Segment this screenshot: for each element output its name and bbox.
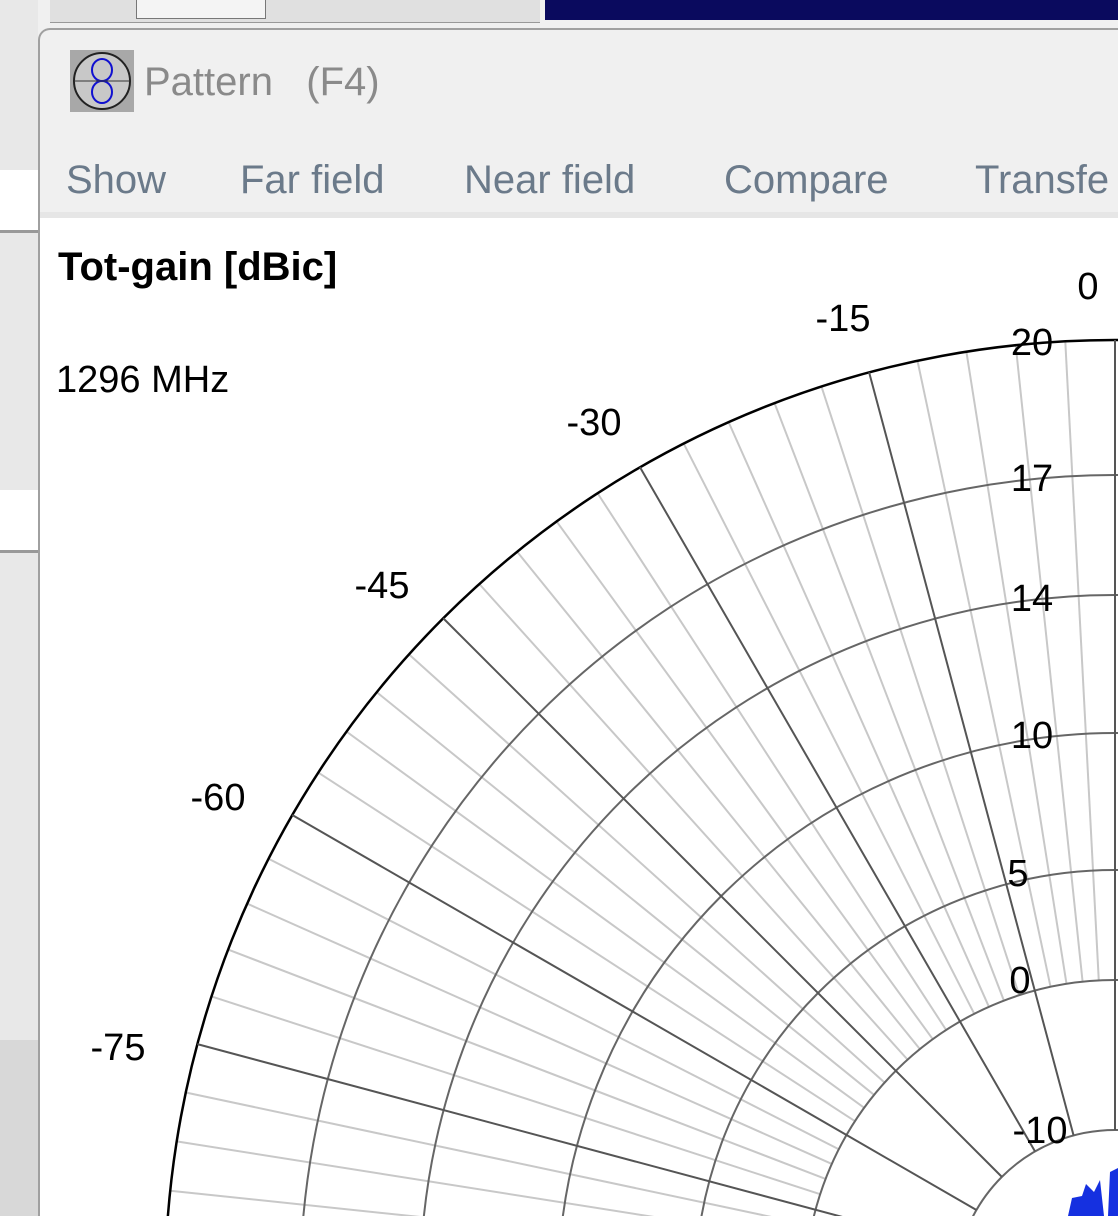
minor-spoke: [478, 583, 909, 1061]
major-spoke: [868, 372, 1075, 1136]
minor-spoke: [268, 857, 840, 1151]
window-icon: [70, 50, 134, 112]
minor-spoke: [965, 351, 1068, 984]
angle-label: -60: [191, 777, 246, 819]
ring-label: 17: [1011, 458, 1053, 500]
angle-label: -15: [816, 298, 871, 340]
minor-spoke: [246, 902, 833, 1165]
frequency-label: 1296 MHz: [56, 359, 229, 401]
angle-label: -75: [91, 1027, 146, 1069]
background-field: [0, 170, 38, 233]
background-button: [136, 0, 266, 19]
minor-spoke: [682, 443, 976, 1015]
ring-label: 14: [1011, 578, 1053, 620]
minor-spoke: [820, 386, 1021, 996]
minor-spoke: [727, 421, 990, 1008]
minor-spoke: [211, 995, 821, 1196]
minor-spoke: [317, 771, 856, 1123]
angle-label: -30: [567, 402, 622, 444]
major-spoke: [197, 1043, 843, 1216]
major-spoke: [291, 814, 977, 1211]
major-spoke: [442, 617, 1003, 1178]
gain-ring: [700, 869, 1118, 1216]
minor-spoke: [185, 1091, 772, 1216]
pattern-trace: [1068, 1168, 1118, 1216]
ring-label: 20: [1011, 322, 1053, 364]
ring-label: 10: [1011, 715, 1053, 757]
menu-item[interactable]: Compare: [724, 158, 889, 202]
menu-item[interactable]: Transfe: [975, 158, 1110, 202]
minor-spoke: [555, 520, 934, 1040]
minor-spoke: [376, 691, 875, 1096]
minor-spoke: [596, 492, 948, 1031]
minor-spoke: [516, 551, 921, 1050]
menu-item[interactable]: Far field: [240, 158, 385, 202]
background-titlebar: [545, 0, 1118, 20]
minor-spoke: [773, 402, 1005, 1001]
minor-spoke: [1014, 345, 1084, 982]
plot-title: Tot-gain [dBic]: [58, 245, 337, 289]
minor-spoke: [170, 1189, 421, 1216]
major-spoke: [639, 466, 1036, 1152]
ring-label: -10: [1013, 1110, 1068, 1152]
minor-spoke: [345, 730, 865, 1109]
minor-spoke: [916, 360, 1052, 987]
menu-separator: [40, 212, 1118, 218]
window-title: Pattern (F4): [144, 60, 380, 104]
ring-label: 0: [1009, 960, 1030, 1002]
minor-spoke: [408, 653, 886, 1084]
angle-label: -45: [355, 565, 410, 607]
minor-spoke: [176, 1140, 655, 1216]
background-panel: [0, 1040, 38, 1216]
ring-label: 5: [1007, 853, 1028, 895]
menu-item[interactable]: Show: [66, 158, 167, 202]
minor-spoke: [1064, 341, 1100, 981]
minor-spoke: [227, 948, 826, 1180]
background-field: [0, 490, 38, 553]
angle-label: 0: [1077, 266, 1098, 308]
menu-item[interactable]: Near field: [464, 158, 636, 202]
